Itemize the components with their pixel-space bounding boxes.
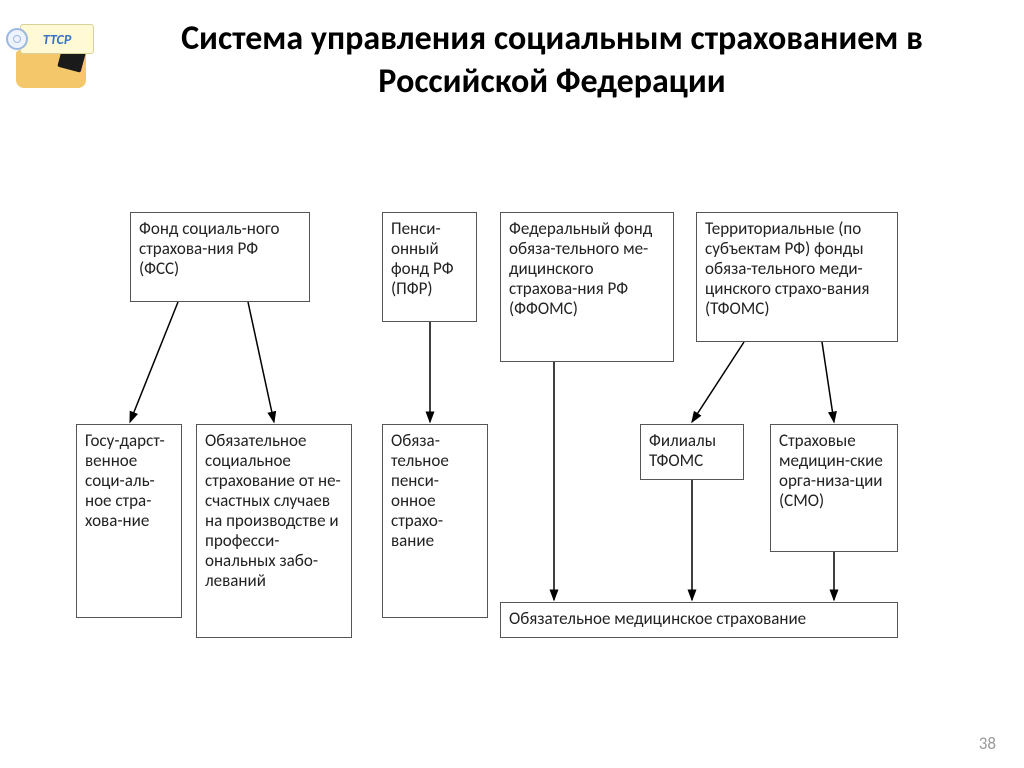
- node-ops: Обяза-тельное пенси-онное страхо-вание: [382, 424, 488, 618]
- logo-circle-icon: [6, 28, 28, 50]
- diagram: Фонд социаль-ного страхова-ния РФ (ФСС) П…: [0, 200, 1024, 720]
- page-title: Система управления социальным страховани…: [120, 18, 984, 103]
- edge-tfoms-to-smo: [822, 342, 834, 422]
- page-number: 38: [979, 733, 996, 754]
- edge-fss-to-goss: [130, 302, 178, 422]
- node-pfr: Пенси-онный фонд РФ (ПФР): [382, 212, 477, 322]
- node-goss: Госу-дарст-венное соци-аль-ное стра-хова…: [76, 424, 182, 618]
- logo: TTCP: [0, 8, 110, 94]
- node-fss: Фонд социаль-ного страхова-ния РФ (ФСС): [130, 212, 310, 302]
- node-tfoms: Территориальные (по субъектам РФ) фонды …: [696, 212, 898, 342]
- node-oms: Обязательное медицинское страхование: [500, 602, 898, 638]
- node-ftfoms: Филиалы ТФОМС: [640, 424, 744, 480]
- node-ffoms: Федеральный фонд обяза-тельного ме-дицин…: [500, 212, 674, 362]
- node-smo: Страховые медицин-ские орга-низа-ции (СМ…: [770, 424, 898, 552]
- edge-tfoms-to-ftfoms: [692, 342, 744, 422]
- node-ossns: Обязательное социальное страхование от н…: [196, 424, 352, 638]
- logo-badge: TTCP: [20, 24, 94, 54]
- edge-fss-to-ossns: [248, 302, 274, 422]
